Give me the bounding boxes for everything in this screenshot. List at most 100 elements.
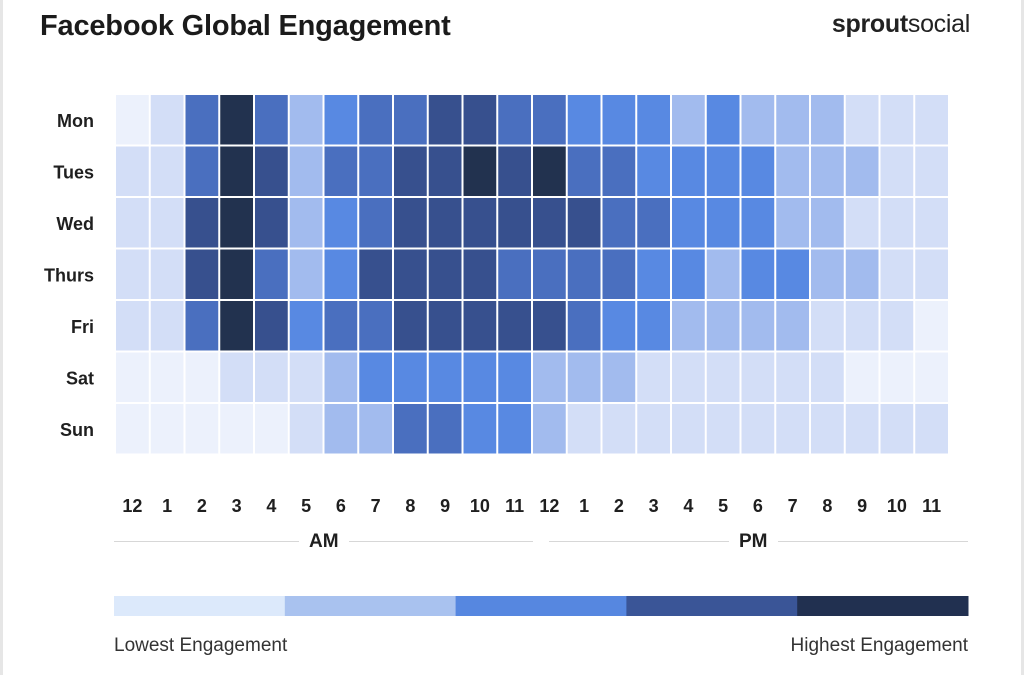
heatmap-cell-sat-10 [463,352,497,402]
heatmap-cell-fri-5 [289,301,323,351]
heatmap-cell-wed-22 [880,198,914,248]
heatmap-cell-wed-17 [706,198,740,248]
heatmap-cell-tues-18 [741,146,775,196]
heatmap-cell-fri-6 [324,301,358,351]
heatmap-cell-sat-15 [637,352,670,402]
heatmap-cell-tues-15 [637,146,670,196]
heatmap-cell-tues-6 [324,146,358,196]
legend-swatch-4 [797,596,969,616]
heatmap-cell-wed-11 [498,198,531,248]
heatmap-cell-mon-16 [672,95,705,145]
heatmap-cell-fri-20 [811,301,844,351]
hour-label-18: 6 [753,496,763,516]
heatmap-cell-mon-4 [255,95,288,145]
row-label-tues: Tues [53,162,94,182]
heatmap-cell-thurs-12 [533,249,566,299]
heatmap-cell-tues-4 [255,146,288,196]
heatmap-cell-fri-17 [706,301,740,351]
heatmap-cell-thurs-5 [289,249,323,299]
heatmap-cell-sun-9 [428,404,462,454]
heatmap-cell-mon-8 [394,95,427,145]
heatmap-cell-mon-7 [359,95,392,145]
frame-border-right [1021,0,1024,675]
heatmap-cell-sun-1 [150,404,184,454]
heatmap-cell-thurs-18 [741,249,775,299]
heatmap-cell-fri-23 [915,301,948,351]
heatmap-cell-mon-17 [706,95,740,145]
hour-label-13: 1 [579,496,589,516]
heatmap-cell-mon-1 [150,95,184,145]
heatmap-cell-sun-3 [220,404,253,454]
heatmap-cell-wed-8 [394,198,427,248]
am-label: AM [299,531,349,553]
heatmap-cell-sun-6 [324,404,358,454]
heatmap-cell-fri-8 [394,301,427,351]
engagement-legend-bar [114,596,969,616]
pm-label: PM [729,531,778,553]
heatmap-cell-thurs-15 [637,249,670,299]
heatmap-cell-thurs-7 [359,249,392,299]
heatmap-cell-sat-9 [428,352,462,402]
heatmap-cell-sun-17 [706,404,740,454]
heatmap-cell-fri-14 [602,301,636,351]
hour-label-10: 10 [470,496,490,516]
heatmap-cell-thurs-23 [915,249,948,299]
heatmap-cell-wed-4 [255,198,288,248]
heatmap-cell-tues-2 [185,146,219,196]
hour-label-9: 9 [440,496,450,516]
heatmap-cell-wed-19 [776,198,809,248]
heatmap-cell-sun-23 [915,404,948,454]
heatmap-cell-mon-19 [776,95,809,145]
heatmap-cell-tues-5 [289,146,323,196]
heatmap-cell-sat-21 [845,352,879,402]
heatmap-cell-wed-13 [567,198,601,248]
heatmap-cell-tues-0 [116,146,149,196]
heatmap-cell-sat-14 [602,352,636,402]
heatmap-cell-wed-0 [116,198,149,248]
heatmap-cell-fri-21 [845,301,879,351]
heatmap-cell-thurs-9 [428,249,462,299]
heatmap-cell-tues-3 [220,146,253,196]
heatmap-cell-sat-12 [533,352,566,402]
heatmap-cell-sun-21 [845,404,879,454]
heatmap-cell-mon-9 [428,95,462,145]
heatmap-cell-sun-16 [672,404,705,454]
heatmap-cell-fri-10 [463,301,497,351]
heatmap-cell-fri-19 [776,301,809,351]
hour-label-20: 8 [822,496,832,516]
heatmap-cell-fri-0 [116,301,149,351]
heatmap-cell-mon-0 [116,95,149,145]
heatmap-cell-sun-10 [463,404,497,454]
hour-label-19: 7 [788,496,798,516]
heatmap-cell-sun-11 [498,404,531,454]
heatmap-cell-fri-16 [672,301,705,351]
heatmap-cell-sun-13 [567,404,601,454]
heatmap-cell-sun-15 [637,404,670,454]
heatmap-cell-mon-18 [741,95,775,145]
heatmap-cell-tues-21 [845,146,879,196]
heatmap-cell-sat-3 [220,352,253,402]
hour-label-2: 2 [197,496,207,516]
heatmap-cell-thurs-17 [706,249,740,299]
heatmap-cell-mon-5 [289,95,323,145]
heatmap-cell-mon-11 [498,95,531,145]
heatmap-cell-wed-21 [845,198,879,248]
heatmap-cell-wed-6 [324,198,358,248]
heatmap-cell-sun-20 [811,404,844,454]
heatmap-cell-sat-19 [776,352,809,402]
chart-title: Facebook Global Engagement [40,10,451,42]
heatmap-cell-fri-7 [359,301,392,351]
heatmap-cell-sat-22 [880,352,914,402]
heatmap-cell-mon-20 [811,95,844,145]
heatmap-cell-sat-13 [567,352,601,402]
hour-label-14: 2 [614,496,624,516]
heatmap-cell-mon-2 [185,95,219,145]
heatmap-cell-thurs-20 [811,249,844,299]
heatmap-cell-sat-20 [811,352,844,402]
heatmap-cell-sat-1 [150,352,184,402]
heatmap-cell-mon-14 [602,95,636,145]
heatmap-cell-fri-18 [741,301,775,351]
heatmap-cell-fri-3 [220,301,253,351]
hour-label-17: 5 [718,496,728,516]
heatmap-cell-wed-5 [289,198,323,248]
